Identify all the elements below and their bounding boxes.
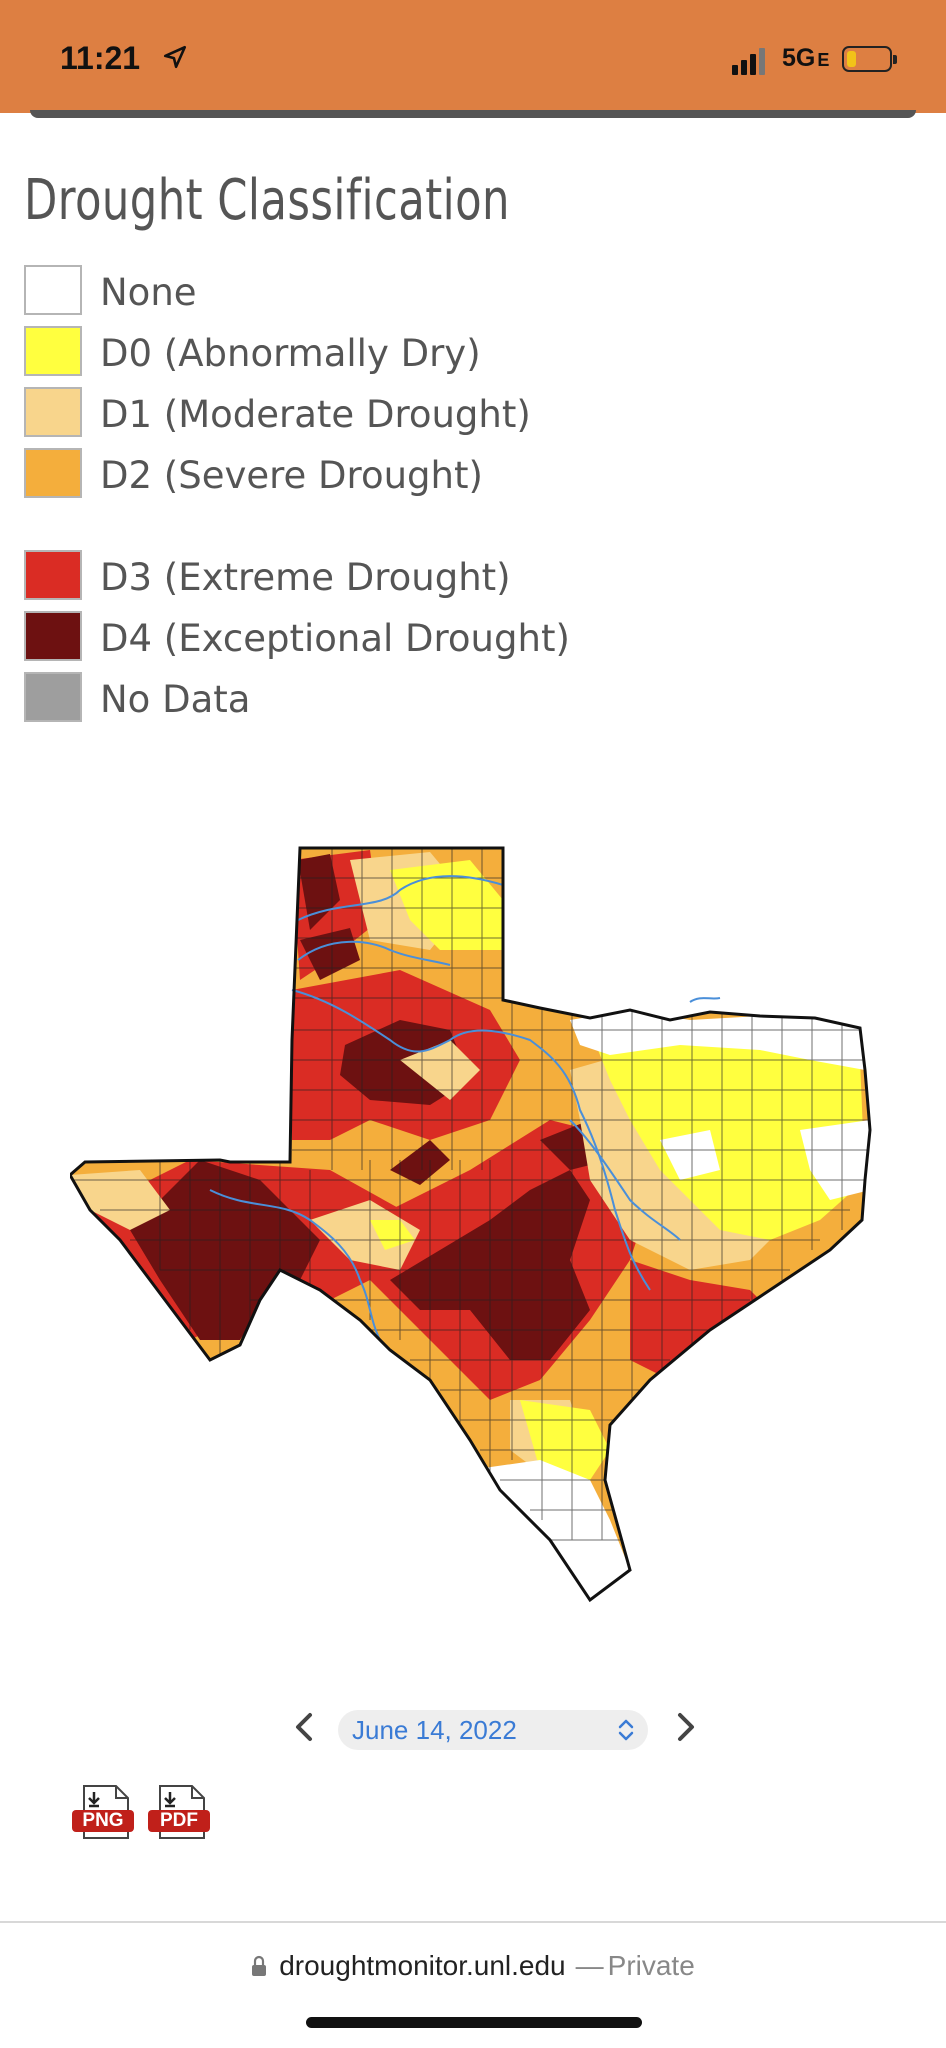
header-bottom-edge bbox=[30, 110, 916, 118]
legend-item: No Data bbox=[24, 672, 624, 724]
location-arrow-icon bbox=[163, 45, 187, 69]
legend-label: None bbox=[100, 271, 197, 314]
legend-swatch bbox=[24, 448, 82, 498]
status-bar: 11:21 5G E bbox=[0, 0, 946, 113]
drought-map[interactable] bbox=[70, 840, 880, 1610]
download-buttons: PNG PDF bbox=[70, 1782, 230, 1842]
legend-swatch bbox=[24, 672, 82, 722]
legend-title: Drought Classification bbox=[24, 168, 510, 233]
legend-label: D0 (Abnormally Dry) bbox=[100, 332, 481, 375]
download-png-button[interactable]: PNG bbox=[70, 1782, 138, 1842]
network-suffix: E bbox=[817, 50, 830, 70]
status-time: 11:21 bbox=[60, 40, 141, 76]
signal-strength-icon bbox=[732, 47, 766, 75]
url-domain: droughtmonitor.unl.edu bbox=[279, 1950, 566, 1981]
chevron-left-icon[interactable] bbox=[290, 1709, 320, 1745]
legend-label: D1 (Moderate Drought) bbox=[100, 393, 531, 436]
legend-label: D3 (Extreme Drought) bbox=[100, 556, 511, 599]
legend-swatch bbox=[24, 326, 82, 376]
home-indicator bbox=[306, 2017, 642, 2028]
url-bar[interactable]: droughtmonitor.unl.edu — Private bbox=[0, 1950, 946, 1994]
legend-swatch bbox=[24, 611, 82, 661]
legend-item: None bbox=[24, 265, 624, 317]
select-arrows-icon bbox=[618, 1719, 634, 1741]
legend-swatch bbox=[24, 265, 82, 315]
legend-item: D2 (Severe Drought) bbox=[24, 448, 624, 500]
date-navigation: June 14, 2022 bbox=[290, 1703, 710, 1753]
download-pdf-button[interactable]: PDF bbox=[146, 1782, 214, 1842]
legend-swatch bbox=[24, 387, 82, 437]
network-type: 5G E bbox=[782, 44, 829, 73]
legend-label: D4 (Exceptional Drought) bbox=[100, 617, 570, 660]
chevron-right-icon[interactable] bbox=[670, 1709, 700, 1745]
legend-item: D3 (Extreme Drought) bbox=[24, 550, 624, 602]
private-label: Private bbox=[607, 1950, 695, 1981]
png-label: PNG bbox=[72, 1810, 134, 1832]
legend-swatch bbox=[24, 550, 82, 600]
legend-item: D1 (Moderate Drought) bbox=[24, 387, 624, 439]
toolbar-divider bbox=[0, 1921, 946, 1923]
battery-icon bbox=[842, 46, 897, 72]
network-label: 5G bbox=[782, 44, 816, 72]
date-select[interactable]: June 14, 2022 bbox=[338, 1710, 648, 1750]
pdf-label: PDF bbox=[148, 1810, 210, 1832]
legend-item: D4 (Exceptional Drought) bbox=[24, 611, 624, 663]
url-separator: — bbox=[575, 1950, 604, 1981]
legend-item: D0 (Abnormally Dry) bbox=[24, 326, 624, 378]
legend-label: D2 (Severe Drought) bbox=[100, 454, 483, 497]
legend-label: No Data bbox=[100, 678, 251, 721]
texas-drought-map-svg bbox=[70, 846, 872, 1602]
lock-icon bbox=[252, 1955, 267, 1976]
selected-date: June 14, 2022 bbox=[352, 1715, 517, 1745]
